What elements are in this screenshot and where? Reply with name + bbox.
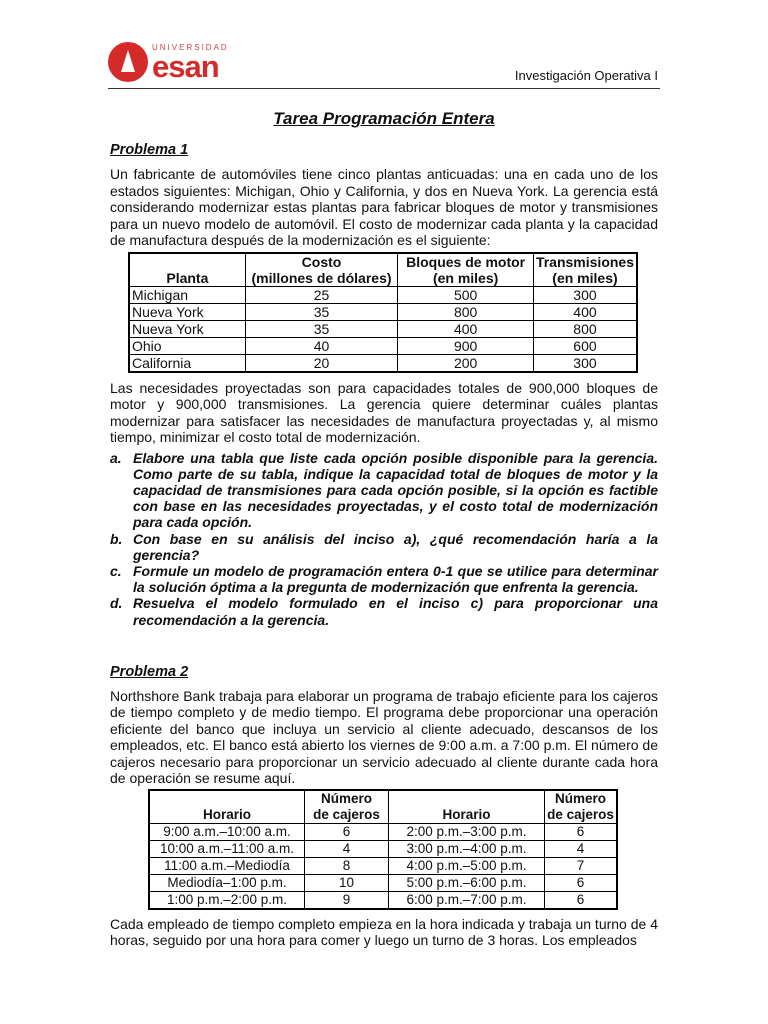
table-cell: 9:00 a.m.–10:00 a.m. [148,822,305,841]
logo-wordmark: UNIVERSIDAD esan [152,43,229,82]
table-cell: Mediodía–1:00 p.m. [148,873,305,892]
table-cell: 2:00 p.m.–3:00 p.m. [388,822,545,841]
problema-2-intro: Northshore Bank trabaja para elaborar un… [110,687,658,787]
table-cell: 1:00 p.m.–2:00 p.m. [148,890,305,910]
table-cell: 10 [304,873,389,892]
question-marker: a. [110,449,122,466]
column-header: Planta [128,252,246,287]
table-cell: 800 [397,302,534,321]
table-cell: 11:00 a.m.–Mediodía [148,856,305,875]
table-cell: 4 [304,839,389,858]
question-text: Elabore una tabla que liste cada opción … [133,449,658,531]
question-marker: c. [110,562,122,579]
table-cell: 40 [244,336,399,355]
column-header: Horario [388,789,545,824]
table-cell: Michigan [128,285,246,304]
esan-logo: UNIVERSIDAD esan [108,38,248,86]
logo-text: esan [152,48,220,84]
table-row: Nueva York 35 400 800 [128,319,638,338]
university-seal-icon [108,42,148,82]
table-cell: 9 [304,890,389,910]
table-cell: 35 [244,302,399,321]
problema-2-body: Cada empleado de tiempo completo empieza… [110,915,658,949]
column-header: Costo (millones de dólares) [244,252,399,287]
logo-text-top: UNIVERSIDAD [152,42,229,52]
question-text: Con base en su análisis del inciso a), ¿… [133,530,658,563]
problema-1-questions: a. Elabore una tabla que liste cada opció… [110,450,658,628]
table-cell: 35 [244,319,399,338]
question-item: d. Resuelva el modelo formulado en el inc… [110,595,658,627]
table-cell: 4:00 p.m.–5:00 p.m. [388,856,545,875]
table-cell: 6 [544,873,618,892]
table-cell: 400 [397,319,534,338]
column-header: Transmisiones (en miles) [532,252,638,287]
document-body: Tarea Programación Entera Problema 1 Un … [110,106,658,949]
column-header: Bloques de motor (en miles) [397,252,534,287]
question-text: Formule un modelo de programación entera… [133,562,658,596]
table-header-row: Horario Número de cajeros Horario Número d… [148,789,618,824]
problema-1-body: Las necesidades proyectadas son para cap… [110,379,658,446]
table-cell: 3:00 p.m.–4:00 p.m. [388,839,545,858]
table-cell: 4 [544,839,618,858]
table-cell: 200 [397,353,534,372]
table-cell: 500 [397,285,534,304]
column-header: Número de cajeros [304,789,389,824]
table-cell: Nueva York [128,319,246,338]
table-cell: 25 [244,285,399,304]
question-text: Resuelva el modelo formulado en el incis… [133,595,658,628]
table-row: 10:00 a.m.–11:00 a.m. 4 3:00 p.m.–4:00 p.m… [148,839,618,858]
question-item: a. Elabore una tabla que liste cada opció… [110,450,658,531]
question-item: b. Con base en su análisis del inciso a),… [110,531,658,563]
table-cell: Ohio [128,336,246,355]
table-row: 9:00 a.m.–10:00 a.m. 6 2:00 p.m.–3:00 p.m.… [148,822,618,841]
table-cell: 300 [532,285,638,304]
problema-1-intro: Un fabricante de automóviles tiene cinco… [110,166,658,248]
question-marker: d. [110,595,123,612]
table-cell: 6:00 p.m.–7:00 p.m. [388,890,545,910]
table-cell: 6 [304,822,389,841]
column-header: Horario [148,789,305,824]
table-cell: 6 [544,822,618,841]
table-row: 1:00 p.m.–2:00 p.m. 9 6:00 p.m.–7:00 p.m. 6 [148,890,618,910]
page-title: Tarea Programación Entera [273,109,495,128]
plants-table: Planta Costo (millones de dólares) Bloque… [128,251,638,373]
table-cell: 400 [532,302,638,321]
column-header: Número de cajeros [544,789,618,824]
table-row: California 20 200 300 [128,353,638,372]
table-cell: 600 [532,336,638,355]
table-cell: 300 [532,353,638,372]
table-row: Michigan 25 500 300 [128,285,638,304]
table-row: Mediodía–1:00 p.m. 10 5:00 p.m.–6:00 p.m. 6 [148,873,618,892]
table-cell: 900 [397,336,534,355]
header-divider [108,88,660,89]
table-cell: California [128,353,246,372]
table-cell: 5:00 p.m.–6:00 p.m. [388,873,545,892]
problema-2-heading: Problema 2 [110,663,189,680]
table-cell: 800 [532,319,638,338]
problema-1-heading: Problema 1 [110,142,189,158]
table-cell: 20 [244,353,399,372]
table-cell: 7 [544,856,618,875]
table-row: Ohio 40 900 600 [128,336,638,355]
table-cell: 10:00 a.m.–11:00 a.m. [148,839,305,858]
table-row: Nueva York 35 800 400 [128,302,638,321]
question-item: c. Formule un modelo de programación ente… [110,563,658,595]
table-cell: 8 [304,856,389,875]
table-cell: 6 [544,890,618,910]
course-name: Investigación Operativa I [514,68,658,83]
question-marker: b. [110,530,123,547]
tellers-table: Horario Número de cajeros Horario Número d… [148,788,618,910]
table-header-row: Planta Costo (millones de dólares) Bloque… [128,252,638,287]
table-cell: Nueva York [128,302,246,321]
table-row: 11:00 a.m.–Mediodía 8 4:00 p.m.–5:00 p.m. 7 [148,856,618,875]
